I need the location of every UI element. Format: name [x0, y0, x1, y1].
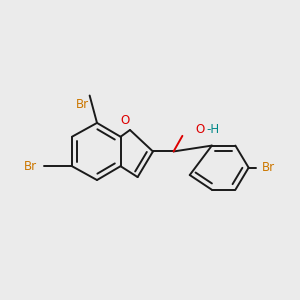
Text: O: O [196, 123, 205, 136]
Text: -H: -H [207, 123, 220, 136]
Text: Br: Br [23, 160, 37, 173]
Text: Br: Br [76, 98, 89, 112]
Text: Br: Br [262, 161, 275, 174]
Text: O: O [120, 114, 130, 127]
